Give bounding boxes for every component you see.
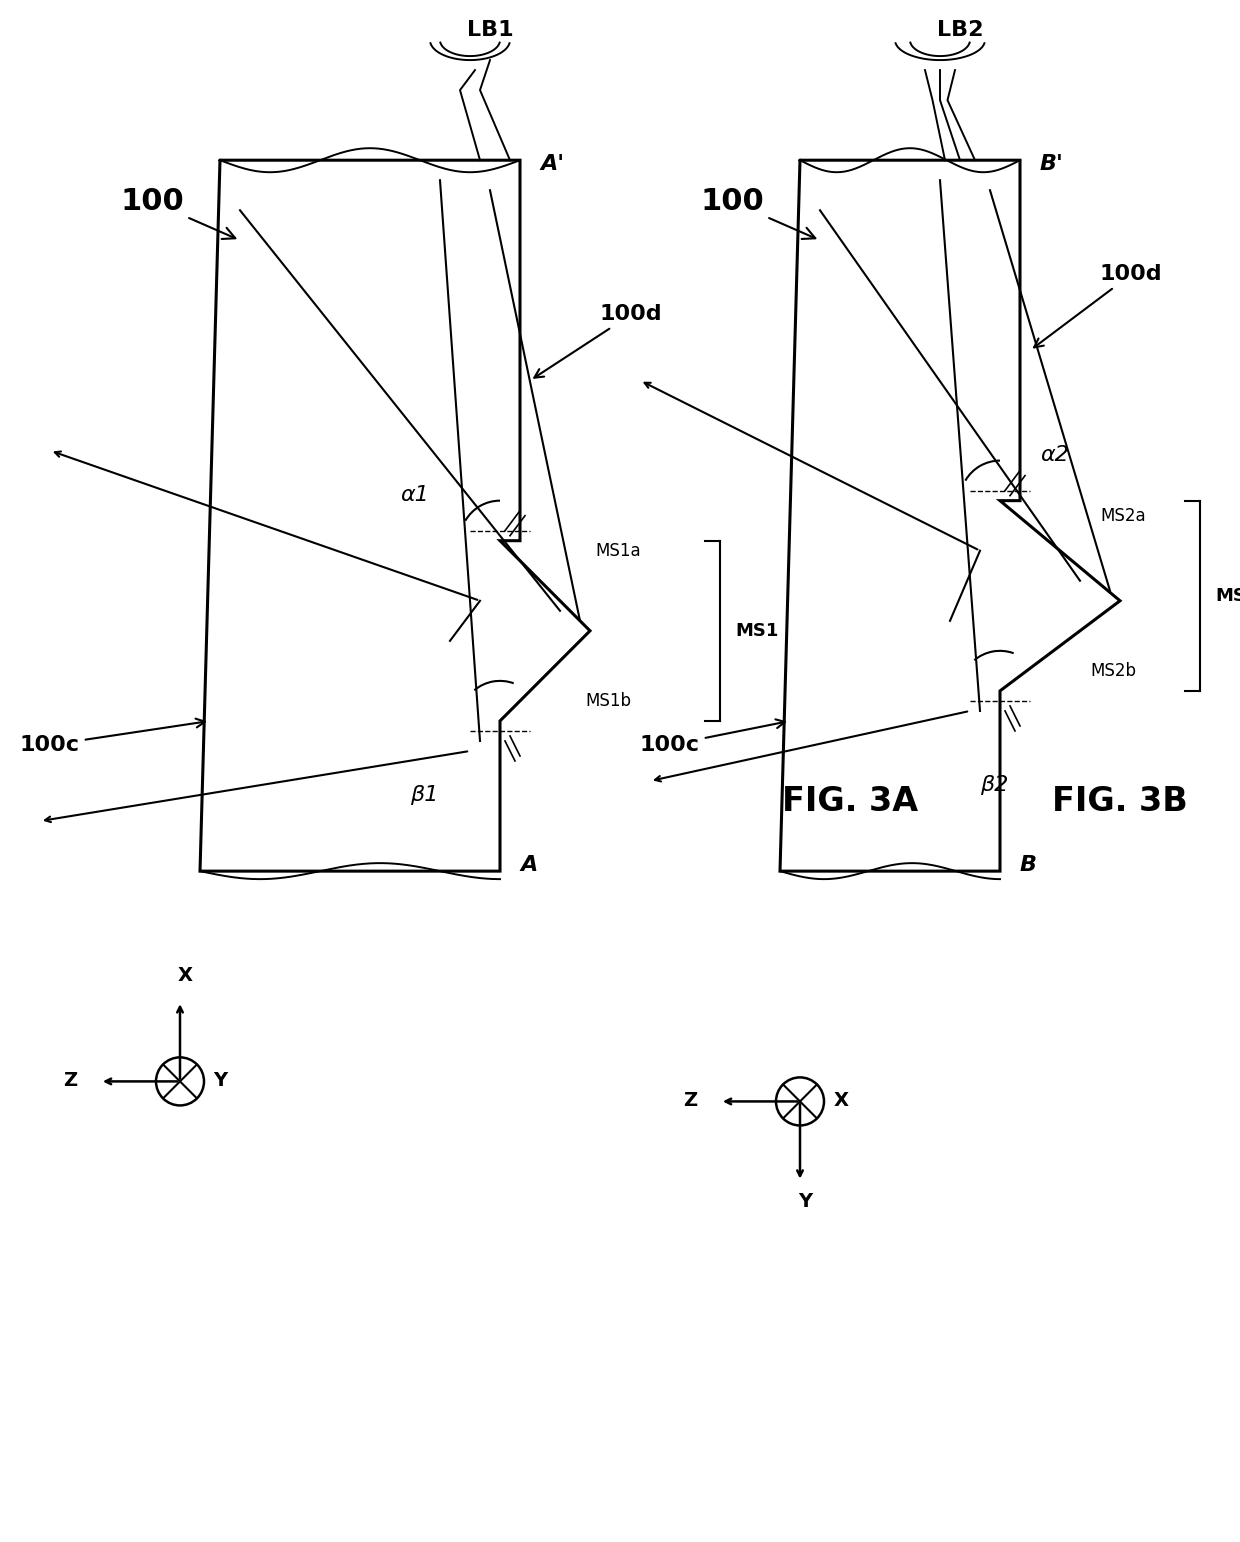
Text: 100d: 100d bbox=[1034, 264, 1163, 347]
Text: LB1: LB1 bbox=[466, 20, 513, 40]
Text: 100: 100 bbox=[120, 187, 236, 239]
Text: X: X bbox=[833, 1092, 848, 1110]
Text: β2: β2 bbox=[980, 776, 1008, 796]
Text: MS1b: MS1b bbox=[585, 692, 631, 709]
Text: α1: α1 bbox=[401, 484, 429, 504]
Text: MS1: MS1 bbox=[735, 621, 779, 640]
Text: MS2a: MS2a bbox=[1100, 507, 1146, 524]
Text: MS1a: MS1a bbox=[595, 541, 641, 560]
Text: B': B' bbox=[1040, 154, 1064, 174]
Text: A': A' bbox=[539, 154, 564, 174]
Text: LB2: LB2 bbox=[936, 20, 983, 40]
Text: MS2: MS2 bbox=[1215, 588, 1240, 604]
Text: Y: Y bbox=[797, 1192, 812, 1210]
Text: X: X bbox=[177, 967, 192, 985]
Text: β1: β1 bbox=[410, 785, 439, 805]
Text: B: B bbox=[1021, 856, 1037, 876]
Text: MS2b: MS2b bbox=[1090, 662, 1136, 680]
Text: Y: Y bbox=[213, 1072, 228, 1090]
Text: A: A bbox=[520, 856, 537, 876]
Text: 100d: 100d bbox=[534, 304, 662, 378]
Text: 100: 100 bbox=[701, 187, 816, 239]
Text: α2: α2 bbox=[1040, 444, 1069, 464]
Text: Z: Z bbox=[683, 1092, 697, 1110]
Text: 100c: 100c bbox=[20, 719, 205, 756]
Text: FIG. 3A: FIG. 3A bbox=[782, 785, 918, 817]
Text: FIG. 3B: FIG. 3B bbox=[1052, 785, 1188, 817]
Text: Z: Z bbox=[63, 1072, 77, 1090]
Text: 100c: 100c bbox=[640, 719, 785, 756]
